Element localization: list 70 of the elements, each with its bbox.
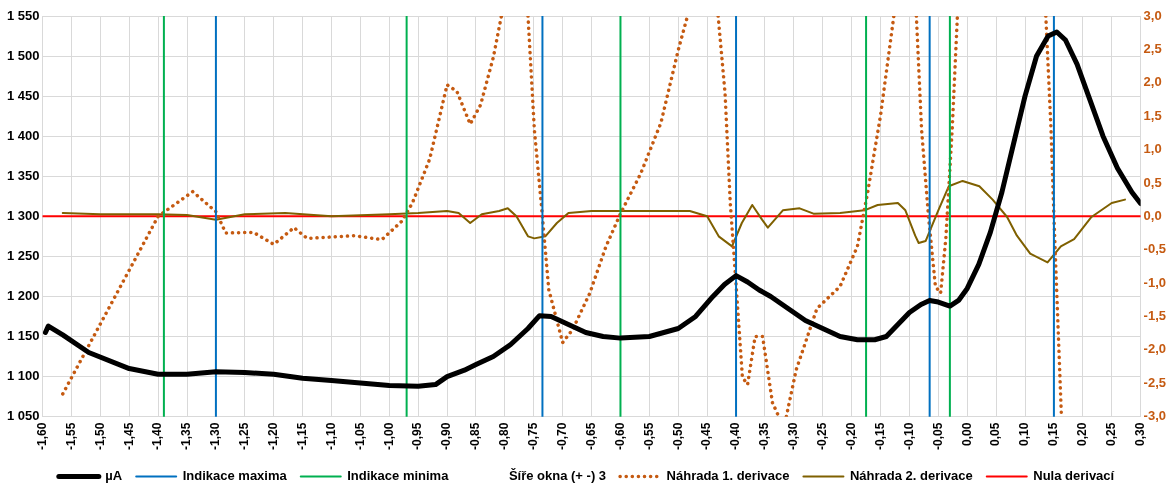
x-tick-label: 0,30 [1132,422,1147,447]
x-tick-label: -0,60 [612,422,627,451]
y-tick-label: 1 200 [6,288,40,304]
x-tick-label: -1,10 [323,422,338,451]
x-tick-label: -0,50 [670,422,685,451]
legend-label: Náhrada 1. derivace [666,468,790,484]
x-tick-label: -0,70 [554,422,569,451]
x-tick-label: -1,00 [381,422,396,451]
y2-tick-label: 2,0 [1143,74,1162,90]
x-tick-label: -1,20 [266,422,281,451]
x-tick-label: -0,80 [497,422,512,451]
x-tick-label: -0,40 [728,422,743,451]
x-tick-label: -0,35 [757,422,772,451]
x-tick-label: 0,00 [959,422,974,447]
legend-label: Indikace minima [347,468,450,484]
x-tick-label: -0,55 [641,422,656,451]
y2-tick-label: 2,5 [1143,40,1162,56]
x-tick-label: -1,45 [121,422,136,451]
y2-tick-label: 1,0 [1143,141,1162,157]
x-tick-label: 0,25 [1104,422,1119,447]
x-tick-label: 0,10 [1017,422,1032,447]
legend-label: Indikace maxima [182,468,288,484]
x-tick-label: -0,75 [526,422,541,451]
x-tick-label: -0,30 [786,422,801,451]
y-tick-label: 1 350 [6,167,40,183]
x-tick-label: -0,95 [410,422,425,451]
x-tick-label: -0,25 [815,422,830,451]
x-tick-label: -1,05 [352,422,367,451]
x-tick-label: -0,65 [583,422,598,451]
y-tick-label: 1 250 [6,247,40,263]
legend-label: Nula derivací [1033,468,1115,484]
y2-tick-label: 1,5 [1143,107,1162,123]
y2-tick-label: -2,5 [1143,374,1167,390]
x-tick-label: -0,20 [843,422,858,451]
x-tick-label: 0,20 [1075,422,1090,447]
x-tick-label: -0,05 [930,422,945,451]
x-tick-label: -1,35 [179,422,194,451]
y-tick-label: 1 150 [6,328,40,344]
x-tick-label: -1,60 [34,422,49,451]
y2-tick-label: 0,5 [1143,174,1162,190]
legend-label: Náhrada 2. derivace [849,468,973,484]
x-tick-label: -1,50 [92,422,107,451]
x-tick-label: 0,15 [1046,422,1061,447]
text: Šíře okna (+ -) 3 [508,468,607,484]
y-tick-label: 1 050 [6,408,40,424]
y-tick-label: 1 400 [6,127,40,143]
y-tick-label: 1 500 [6,47,40,63]
y2-tick-label: -2,0 [1143,341,1167,357]
legend-label: µA [105,468,123,484]
x-tick-label: -0,15 [872,422,887,451]
y-tick-label: 1 100 [6,368,40,384]
x-tick-label: 0,05 [988,422,1003,447]
y2-tick-label: -1,0 [1143,274,1167,290]
y2-tick-label: -0,5 [1143,241,1167,257]
y-tick-label: 1 450 [6,87,40,103]
x-tick-label: -1,25 [237,422,252,451]
y2-tick-label: -1,5 [1143,308,1167,324]
y-tick-label: 1 550 [6,7,40,23]
x-tick-label: -1,40 [150,422,165,451]
y2-tick-label: 0,0 [1143,207,1162,223]
x-tick-label: -1,15 [294,422,309,451]
x-tick-label: -0,85 [468,422,483,451]
y2-tick-label: -3,0 [1143,408,1167,424]
x-tick-label: -0,10 [901,422,916,451]
y2-tick-label: 3,0 [1143,7,1162,23]
x-tick-label: -1,55 [63,422,78,451]
x-tick-label: -1,30 [208,422,223,451]
x-tick-label: -0,90 [439,422,454,451]
x-tick-label: -0,45 [699,422,714,451]
y-tick-label: 1 300 [6,207,40,223]
